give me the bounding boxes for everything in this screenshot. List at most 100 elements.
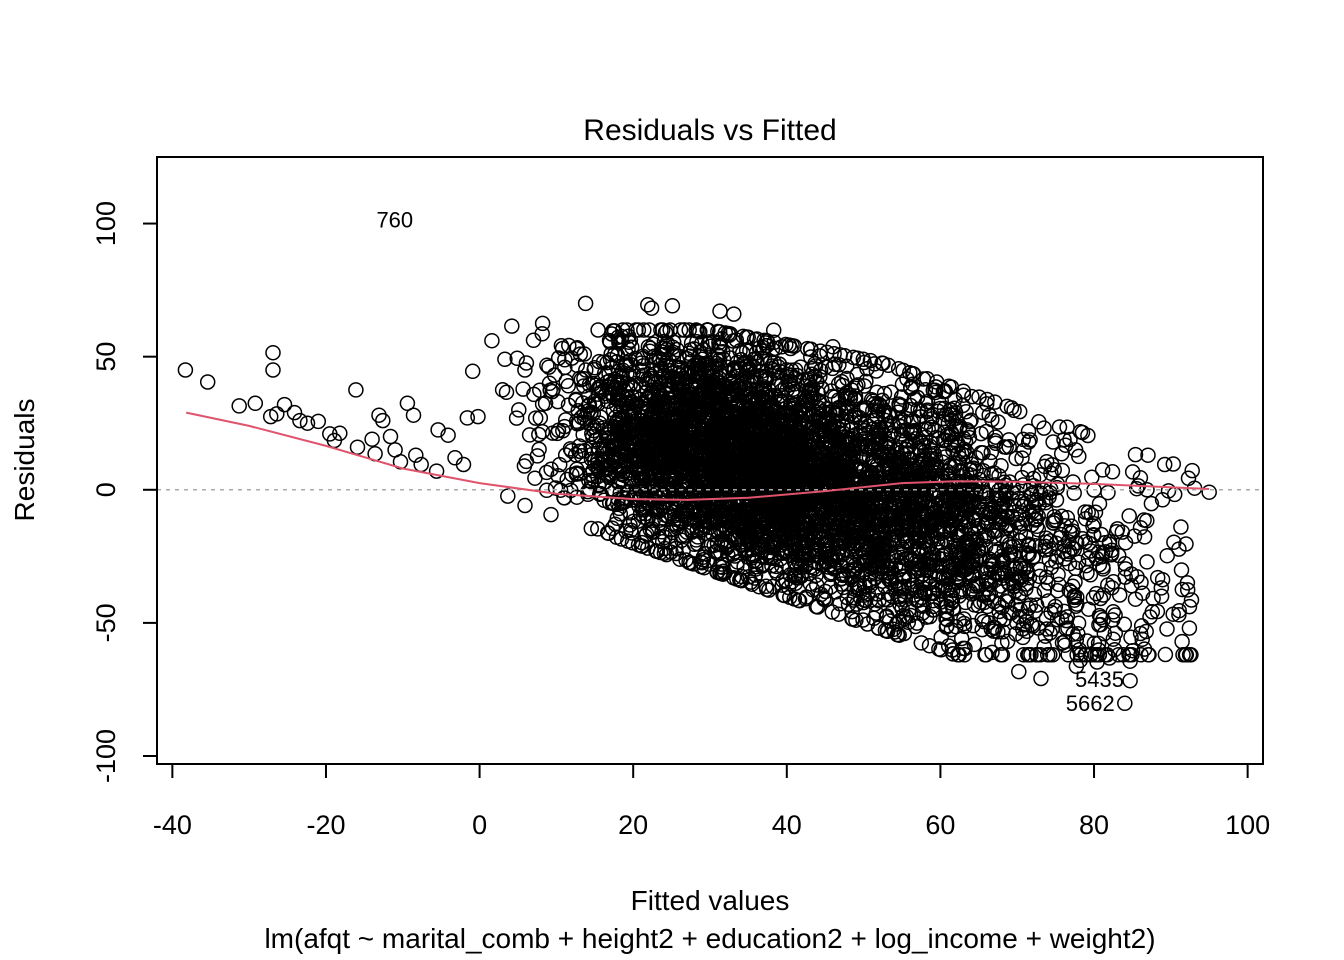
data-point xyxy=(817,583,834,600)
data-point xyxy=(678,552,694,568)
data-point xyxy=(654,322,671,338)
data-point xyxy=(807,358,824,374)
data-point xyxy=(689,334,705,350)
data-point xyxy=(824,360,841,377)
data-point xyxy=(667,511,683,527)
data-point xyxy=(919,403,935,420)
data-point xyxy=(1001,432,1017,448)
data-point xyxy=(1165,606,1181,622)
data-point xyxy=(602,466,618,483)
data-point xyxy=(1144,604,1161,620)
data-point xyxy=(1128,480,1145,497)
data-point xyxy=(1181,620,1198,636)
data-point xyxy=(265,362,281,378)
data-point xyxy=(586,361,602,378)
data-point xyxy=(247,395,264,412)
data-point xyxy=(705,493,722,509)
data-point xyxy=(1028,518,1045,535)
data-point xyxy=(775,587,791,603)
data-point xyxy=(995,554,1012,570)
data-point xyxy=(1104,464,1121,480)
data-point xyxy=(1165,456,1182,472)
data-point xyxy=(630,322,647,338)
data-point xyxy=(664,298,681,314)
data-point xyxy=(1132,470,1149,486)
data-point xyxy=(1015,629,1031,646)
data-point xyxy=(1154,492,1171,508)
data-point xyxy=(1100,484,1116,501)
data-point xyxy=(990,482,1007,499)
data-point xyxy=(543,506,559,523)
data-point xyxy=(676,322,693,338)
data-point xyxy=(995,496,1011,513)
data-point xyxy=(1046,513,1063,529)
data-point xyxy=(1053,445,1070,462)
data-point xyxy=(836,347,853,364)
data-point xyxy=(1121,647,1137,663)
data-point xyxy=(1029,491,1045,508)
data-point xyxy=(269,406,285,422)
data-point xyxy=(640,540,656,556)
data-point xyxy=(993,479,1010,496)
data-point xyxy=(741,404,758,421)
data-point xyxy=(511,402,527,418)
data-point xyxy=(521,427,538,443)
data-point xyxy=(550,393,566,410)
data-point xyxy=(1159,621,1175,637)
data-point xyxy=(1088,585,1105,602)
data-point xyxy=(1053,610,1070,626)
data-point xyxy=(999,398,1015,415)
data-point xyxy=(585,462,601,479)
data-point xyxy=(1041,541,1057,557)
data-point xyxy=(1117,561,1134,577)
data-point xyxy=(1012,525,1029,541)
data-point xyxy=(716,523,732,539)
data-point xyxy=(624,339,640,355)
data-point xyxy=(987,572,1003,589)
data-point xyxy=(527,410,544,426)
data-point xyxy=(931,568,948,584)
data-point xyxy=(910,401,926,417)
data-point xyxy=(848,612,864,628)
data-point xyxy=(831,434,848,451)
data-point xyxy=(534,326,550,342)
data-point xyxy=(538,464,555,481)
data-point xyxy=(591,353,607,370)
data-point xyxy=(1111,587,1128,603)
data-point xyxy=(976,488,993,505)
data-point xyxy=(667,419,683,435)
data-point xyxy=(918,609,935,625)
data-point xyxy=(580,483,596,500)
data-point xyxy=(798,378,814,394)
data-point xyxy=(1157,646,1174,663)
data-point xyxy=(504,318,520,334)
data-point xyxy=(833,576,850,592)
data-point xyxy=(1068,632,1085,648)
data-point xyxy=(1132,519,1149,536)
data-point xyxy=(774,424,791,441)
data-point xyxy=(1184,462,1200,479)
data-point xyxy=(934,578,950,595)
data-point xyxy=(806,390,822,407)
data-point xyxy=(576,346,593,362)
data-point xyxy=(1140,447,1156,463)
data-point xyxy=(310,413,327,430)
data-point xyxy=(933,500,949,516)
data-point xyxy=(1065,474,1081,490)
data-point xyxy=(783,367,799,383)
data-point xyxy=(1180,470,1197,487)
data-point xyxy=(534,315,551,332)
data-point xyxy=(640,297,656,313)
data-point xyxy=(893,389,910,405)
data-point xyxy=(1085,590,1102,606)
data-point xyxy=(1136,641,1153,657)
data-point xyxy=(1020,462,1036,478)
data-point xyxy=(1174,633,1190,650)
data-point xyxy=(572,346,589,362)
data-point xyxy=(571,443,588,460)
data-point xyxy=(1036,420,1052,436)
data-point xyxy=(891,396,907,412)
data-point xyxy=(870,620,887,636)
data-point xyxy=(1183,592,1200,608)
data-point xyxy=(908,490,925,506)
